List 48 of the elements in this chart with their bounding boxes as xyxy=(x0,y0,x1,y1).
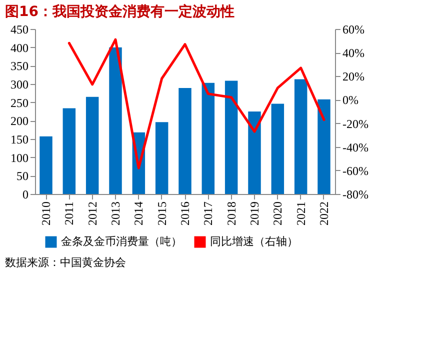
bar xyxy=(109,47,122,194)
x-tick-label: 2021 xyxy=(294,202,308,226)
y-tick-label: 250 xyxy=(10,96,28,110)
x-tick-label: 2014 xyxy=(132,202,146,226)
y-tick-label: 400 xyxy=(10,40,28,55)
bar xyxy=(86,96,99,194)
y2-tick-label: 0% xyxy=(342,93,358,108)
line-series xyxy=(68,38,326,170)
bar xyxy=(178,88,192,194)
x-tick-label: 2013 xyxy=(108,202,122,226)
bar xyxy=(40,136,52,194)
bar xyxy=(202,82,215,194)
x-tick-label: 2022 xyxy=(316,202,331,226)
y2-tick-label: -80% xyxy=(342,188,368,202)
x-tick-label: 2017 xyxy=(201,202,216,226)
x-tick-label: 2015 xyxy=(154,202,169,226)
bar xyxy=(155,122,168,194)
y2-tick-label: -20% xyxy=(342,116,368,131)
y-tick-label: 450 xyxy=(10,22,28,36)
bar xyxy=(248,112,261,194)
y-tick-label: 350 xyxy=(10,59,28,74)
x-tick-label: 2016 xyxy=(178,202,192,226)
legend-label: 金条及金币消费量（吨） xyxy=(61,235,182,248)
y-tick-label: 200 xyxy=(10,114,28,128)
x-tick-label: 2018 xyxy=(224,202,238,226)
bar xyxy=(294,79,308,194)
bar xyxy=(318,99,330,194)
x-tick-label: 2019 xyxy=(248,202,262,226)
y-tick-label: 150 xyxy=(10,132,28,146)
y2-tick-label: 60% xyxy=(342,22,364,36)
y2-tick-label: -60% xyxy=(342,164,368,178)
x-tick-label: 2011 xyxy=(62,202,76,226)
y2-tick-label: 40% xyxy=(342,46,364,60)
y-tick-label: 0 xyxy=(22,188,28,202)
y2-tick-label: 20% xyxy=(342,70,364,84)
x-tick-label: 2020 xyxy=(270,202,285,226)
y-tick-label: 300 xyxy=(10,78,28,92)
legend-label: 同比增速（右轴） xyxy=(210,235,298,248)
y2-tick-label: -40% xyxy=(342,140,368,154)
y-tick-label: 100 xyxy=(10,150,28,165)
x-tick-label: 2012 xyxy=(85,202,100,226)
bar xyxy=(62,108,76,194)
source-note: 数据来源：中国黄金协会 xyxy=(5,256,126,269)
chart-title: 图16：我国投资金消费有一定波动性 xyxy=(5,3,234,20)
bar xyxy=(224,80,238,194)
x-tick-label: 2010 xyxy=(39,202,54,226)
y-tick-label: 50 xyxy=(16,169,28,184)
bar xyxy=(271,104,284,194)
